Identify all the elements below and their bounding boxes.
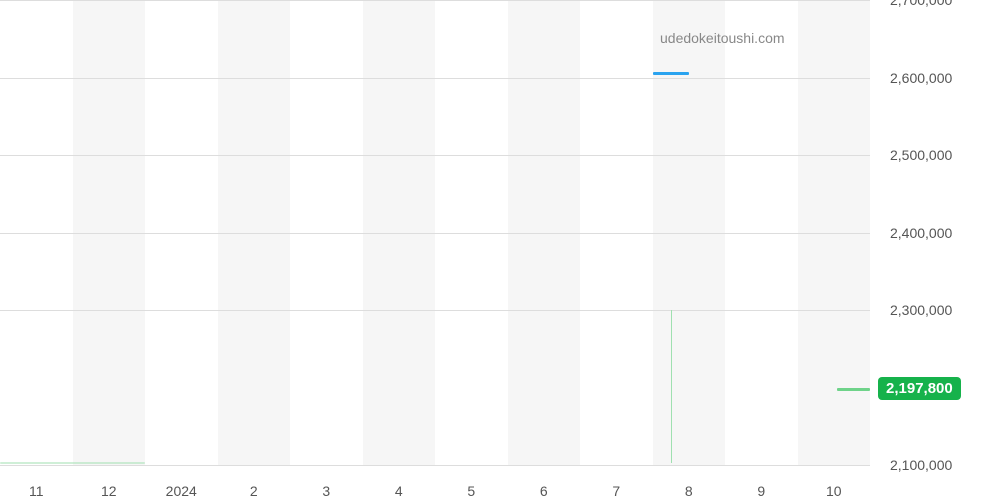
gridline — [0, 78, 870, 79]
x-axis-label: 8 — [685, 483, 693, 499]
y-axis-label: 2,600,000 — [890, 70, 952, 86]
y-axis-label: 2,500,000 — [890, 147, 952, 163]
x-axis-label: 6 — [540, 483, 548, 499]
x-axis-label: 3 — [322, 483, 330, 499]
x-axis-label: 7 — [612, 483, 620, 499]
gridline — [0, 0, 870, 1]
x-axis-label: 5 — [467, 483, 475, 499]
current-value-label: 2,197,800 — [886, 380, 953, 397]
gridline — [0, 310, 870, 311]
series-blue-segment — [653, 72, 689, 75]
plot-area: udedokeitoushi.com — [0, 0, 870, 465]
y-axis-label: 2,400,000 — [890, 225, 952, 241]
gridline — [0, 233, 870, 234]
x-axis-label: 2 — [250, 483, 258, 499]
price-chart: udedokeitoushi.com 2,700,000 2,600,000 2,5… — [0, 0, 1000, 500]
x-axis-label: 9 — [757, 483, 765, 499]
x-axis-label: 11 — [29, 483, 44, 499]
gridline — [0, 155, 870, 156]
x-axis-label: 2024 — [166, 483, 197, 499]
gridline — [0, 465, 870, 466]
y-axis-label: 2,700,000 — [890, 0, 952, 8]
watermark-text: udedokeitoushi.com — [660, 30, 785, 46]
x-axis-label: 12 — [101, 483, 117, 499]
y-axis-label: 2,100,000 — [890, 457, 952, 473]
current-value-badge: 2,197,800 — [878, 377, 961, 400]
series-green-segment — [837, 388, 870, 391]
range-indicator — [671, 310, 672, 463]
x-axis-label: 10 — [826, 483, 842, 499]
y-axis-label: 2,300,000 — [890, 302, 952, 318]
x-axis-label: 4 — [395, 483, 403, 499]
